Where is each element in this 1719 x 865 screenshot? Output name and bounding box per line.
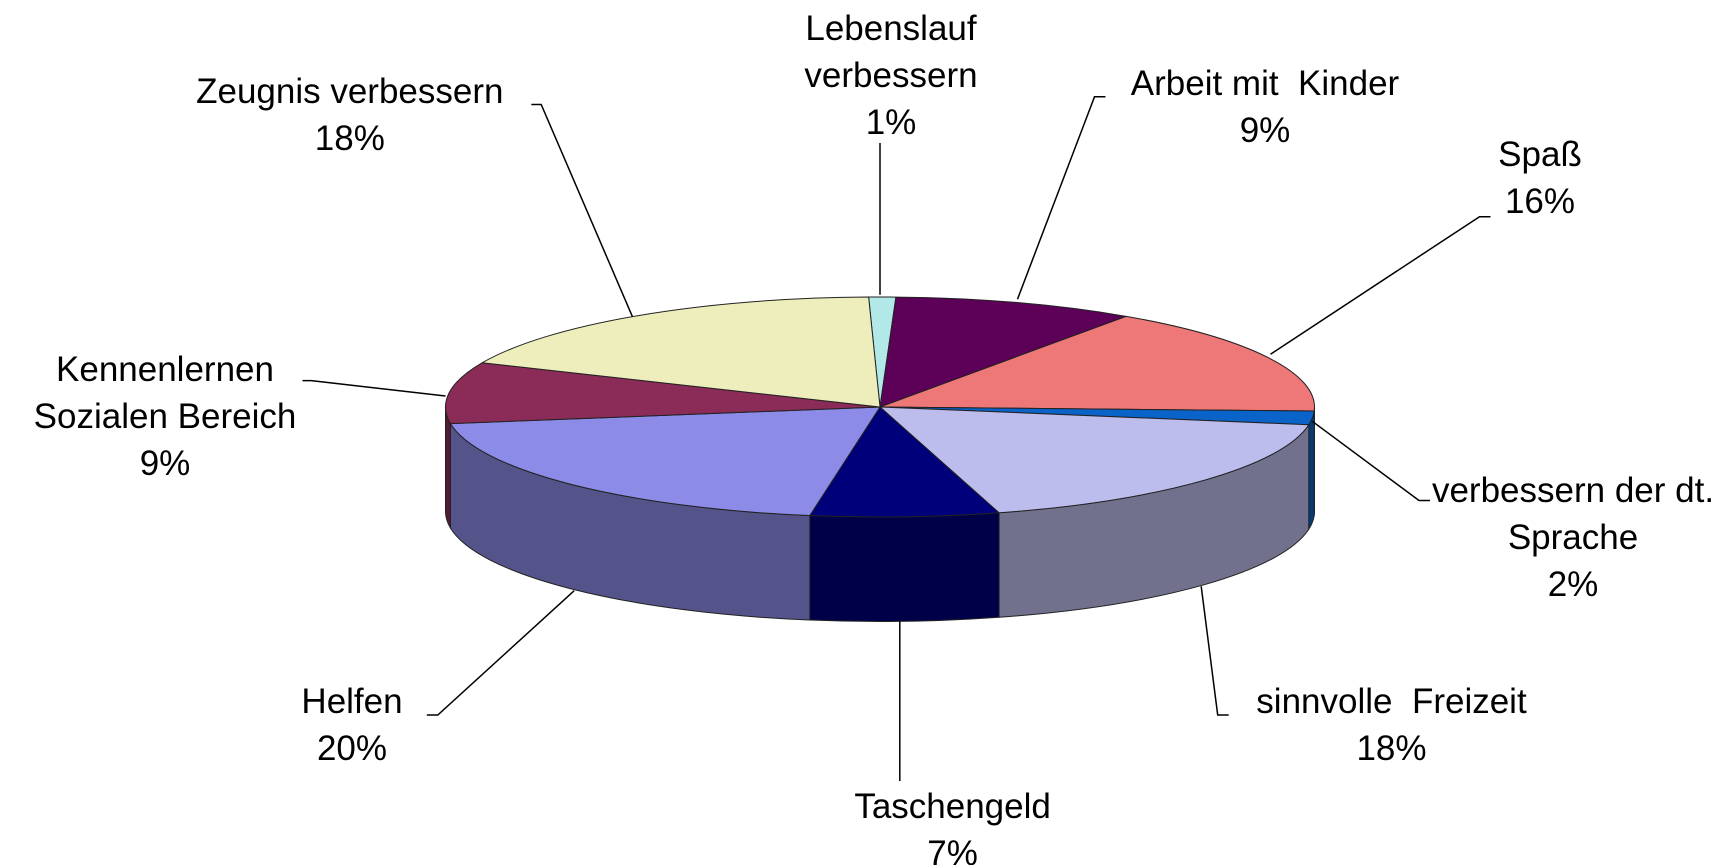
value-label: 18%	[1356, 728, 1427, 768]
leader-line	[426, 590, 575, 716]
category-name: verbessern der dt. Sprache	[1431, 470, 1715, 557]
slice-side	[445, 406, 451, 530]
category-name: sinnvolle Freizeit	[1256, 681, 1527, 721]
leader-line	[1270, 215, 1491, 355]
slice-label: sinnvolle Freizeit 18%	[1256, 678, 1526, 772]
slice	[878, 406, 1310, 514]
slice	[445, 362, 881, 425]
slice-label: Arbeit mit Kinder 9%	[1131, 60, 1399, 154]
category-name: Zeugnis verbessern	[196, 72, 504, 112]
slice-label: Kennenlernen Sozialen Bereich 9%	[5, 346, 325, 487]
category-name: Arbeit mit Kinder	[1130, 63, 1400, 103]
slice	[879, 296, 1129, 408]
value-label: 20%	[316, 728, 388, 768]
category-name: Kennenlernen Sozialen Bereich	[33, 349, 297, 436]
slice	[879, 315, 1315, 412]
value-label: 9%	[1239, 110, 1291, 150]
value-label: 9%	[139, 443, 191, 483]
category-name: Lebenslauf verbessern	[804, 8, 987, 95]
leader-line	[1311, 420, 1430, 502]
slice	[449, 406, 881, 517]
slice-label: Spaß 16%	[1498, 131, 1582, 225]
category-name: Taschengeld	[854, 787, 1051, 827]
slice-side	[1308, 410, 1315, 531]
slice-label: Lebenslauf verbessern 1%	[776, 5, 1006, 146]
slice-label: verbessern der dt. Sprache 2%	[1423, 467, 1719, 608]
category-name: Spaß	[1498, 135, 1582, 174]
slice	[480, 296, 881, 408]
slice-side	[809, 512, 1000, 622]
value-label: 18%	[314, 119, 385, 159]
category-name: Helfen	[301, 681, 403, 721]
slice-label: Taschengeld 7%	[854, 783, 1051, 865]
leader-line	[1016, 96, 1106, 300]
leader-line	[302, 379, 446, 397]
leader-line	[531, 103, 634, 318]
value-label: 7%	[927, 834, 978, 865]
leader-line	[1200, 586, 1229, 716]
slice	[808, 406, 1001, 518]
value-label: 16%	[1504, 182, 1576, 221]
value-label: 1%	[865, 102, 917, 142]
slice-label: Helfen 20%	[301, 678, 402, 772]
value-label: 2%	[1547, 564, 1599, 604]
slice-label: Zeugnis verbessern 18%	[196, 68, 503, 162]
